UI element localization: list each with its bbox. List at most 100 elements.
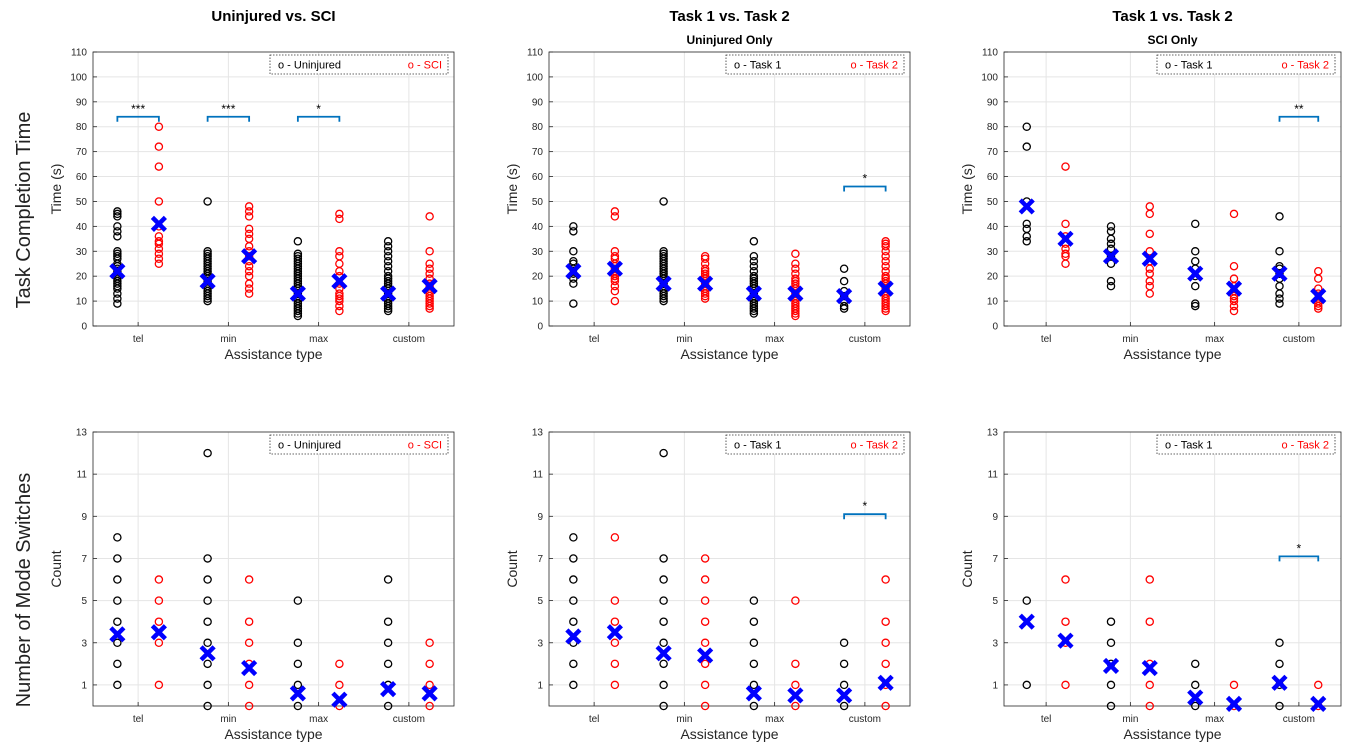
x-tick-label: custom xyxy=(849,714,881,725)
data-point xyxy=(569,596,578,605)
data-point xyxy=(1314,266,1323,276)
data-point xyxy=(1275,701,1284,711)
data-point xyxy=(569,554,578,563)
legend-entry: o - Task 1 xyxy=(1165,60,1213,72)
y-tick-label: 13 xyxy=(532,428,544,439)
x-axis-label: Assistance type xyxy=(1123,726,1221,742)
mean-marker xyxy=(836,288,853,305)
data-point xyxy=(425,269,434,278)
data-point xyxy=(569,279,578,288)
x-tick-label: tel xyxy=(133,334,144,345)
data-point xyxy=(610,533,620,542)
data-point xyxy=(425,701,434,711)
y-axis-label: Count xyxy=(504,550,520,587)
data-point xyxy=(113,247,122,256)
y-tick-label: 60 xyxy=(76,172,88,183)
data-point xyxy=(569,247,578,256)
mean-marker xyxy=(331,273,348,290)
data-point xyxy=(383,256,393,266)
y-tick-label: 110 xyxy=(527,48,543,59)
data-point xyxy=(1314,680,1323,690)
data-point xyxy=(293,638,303,648)
y-tick-label: 110 xyxy=(982,48,998,59)
data-point xyxy=(113,252,122,261)
data-point xyxy=(881,638,890,648)
data-point xyxy=(569,274,578,283)
data-point xyxy=(203,617,212,626)
data-point xyxy=(659,554,668,563)
data-point xyxy=(425,274,434,283)
x-tick-label: max xyxy=(765,714,784,725)
data-point xyxy=(791,659,800,669)
data-point xyxy=(569,680,578,690)
data-point xyxy=(1145,701,1155,711)
data-point xyxy=(1145,281,1155,291)
x-tick-label: min xyxy=(676,714,692,725)
data-point xyxy=(700,659,710,669)
y-tick-label: 0 xyxy=(537,322,543,333)
data-point xyxy=(1229,296,1239,306)
legend-entry: o - Task 2 xyxy=(851,60,899,72)
data-point xyxy=(244,617,254,626)
data-point xyxy=(1106,244,1116,254)
data-point xyxy=(749,276,759,286)
data-point xyxy=(1190,281,1200,291)
data-point xyxy=(610,596,620,605)
y-tick-label: 10 xyxy=(987,297,999,308)
data-point xyxy=(154,596,164,605)
data-point xyxy=(203,575,212,584)
data-point xyxy=(335,659,344,669)
data-point xyxy=(154,638,164,648)
data-point xyxy=(293,680,303,690)
data-point xyxy=(113,680,122,690)
data-point xyxy=(293,254,303,263)
mean-marker xyxy=(1310,288,1327,305)
chart-subtitle: SCI Only xyxy=(1147,33,1197,47)
data-point xyxy=(749,701,759,711)
chart-panel-3: 0 10 20 30 40 50 60 70 80 90 100 110 tel min max custom… xyxy=(959,8,1342,362)
data-point xyxy=(113,294,122,303)
data-point xyxy=(113,596,122,605)
y-axis-label: Count xyxy=(48,550,64,587)
y-tick-label: 1 xyxy=(992,680,998,691)
data-point xyxy=(335,294,344,303)
mean-marker xyxy=(109,626,126,643)
mean-marker xyxy=(1225,280,1243,297)
data-point xyxy=(244,207,254,216)
data-point xyxy=(1229,274,1239,283)
data-point xyxy=(1061,617,1070,626)
data-point xyxy=(700,254,710,263)
data-point xyxy=(659,249,668,259)
row-title-time: Task Completion Time xyxy=(13,112,35,309)
y-tick-label: 20 xyxy=(987,272,999,283)
data-point xyxy=(154,122,164,131)
data-point xyxy=(1314,284,1323,293)
data-point xyxy=(293,701,303,711)
significance-bracket xyxy=(296,115,341,122)
data-point xyxy=(113,659,122,669)
mean-marker xyxy=(1102,657,1120,675)
mean-marker xyxy=(1018,198,1035,215)
data-point xyxy=(244,680,254,690)
row-title-switches: Number of Mode Switches xyxy=(13,473,35,708)
data-point xyxy=(1275,638,1284,648)
significance-bracket xyxy=(843,185,887,192)
mean-marker xyxy=(877,674,894,691)
data-point xyxy=(839,264,849,273)
y-axis-label: Count xyxy=(959,550,975,587)
axes-box xyxy=(548,431,911,707)
data-point xyxy=(1061,575,1070,584)
data-point xyxy=(1106,239,1116,249)
data-point xyxy=(659,247,668,256)
data-point xyxy=(1106,617,1116,626)
axes-box xyxy=(1003,51,1342,327)
legend-entry: o - Uninjured xyxy=(278,60,341,72)
data-point xyxy=(1061,680,1070,690)
data-point xyxy=(335,209,344,219)
mean-marker xyxy=(150,215,167,232)
y-tick-label: 30 xyxy=(532,247,544,258)
data-point xyxy=(1275,294,1284,303)
data-point xyxy=(1275,212,1284,221)
